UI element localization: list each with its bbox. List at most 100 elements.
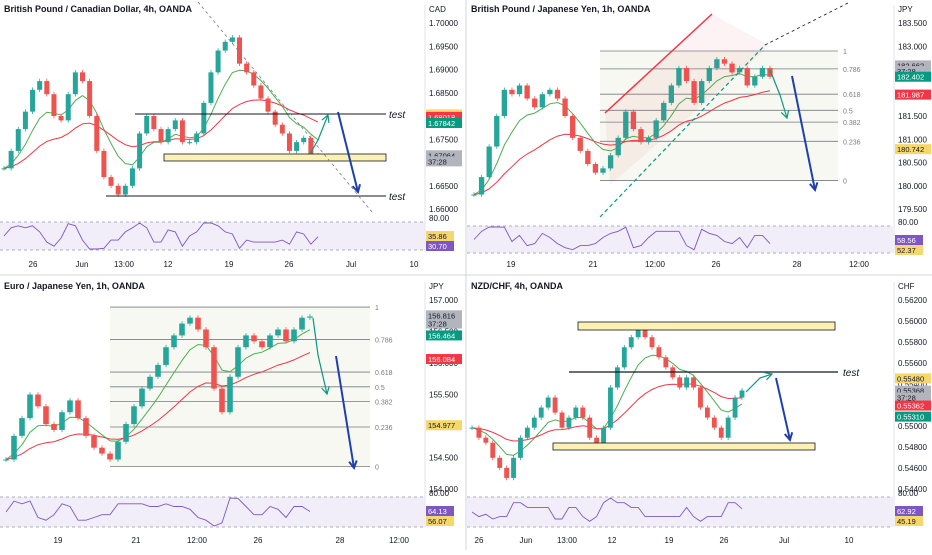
candle — [219, 386, 225, 415]
candle — [504, 465, 510, 481]
candle — [676, 65, 682, 88]
ema-fast-line — [471, 354, 743, 456]
fib-level-label: 0.618 — [375, 370, 393, 377]
candle — [580, 405, 586, 420]
candle — [208, 70, 214, 106]
price-tag-bg — [426, 111, 462, 122]
price-tag-label: 181.987 — [897, 91, 924, 100]
candle — [179, 118, 185, 145]
candle — [19, 415, 25, 439]
candle-body — [155, 364, 161, 377]
candle-body — [35, 394, 41, 407]
candle-body — [51, 94, 57, 116]
y-tick-label: 180.500 — [898, 159, 927, 168]
rsi-line — [471, 497, 743, 522]
candle — [91, 433, 97, 451]
candle — [552, 395, 558, 415]
price-tag-bg — [895, 144, 931, 155]
y-tick-label: 1.69500 — [429, 42, 458, 51]
price-tag-bg — [426, 420, 462, 431]
candle-body — [15, 129, 21, 151]
candle — [58, 113, 64, 123]
candle — [471, 192, 477, 197]
candle — [714, 56, 720, 71]
price-tag-label: 0.55480 — [897, 374, 924, 383]
candle — [251, 333, 257, 344]
candle-body — [714, 59, 720, 68]
candle-body — [509, 89, 515, 95]
candle — [163, 344, 169, 368]
candle-body — [552, 397, 558, 413]
candle-body — [600, 168, 606, 173]
rsi-tag-label: 64.13 — [428, 507, 447, 516]
candle-body — [219, 388, 225, 413]
candle — [15, 126, 21, 154]
candle — [721, 56, 728, 66]
candle-body — [767, 68, 773, 77]
y-tick-label: 154.000 — [429, 485, 458, 494]
candle-body — [131, 406, 137, 425]
candle-body — [122, 185, 128, 195]
candle — [661, 100, 667, 123]
price-unit-label: CHF — [898, 282, 915, 291]
candle-body — [494, 116, 500, 147]
candle-body — [65, 94, 71, 121]
fib-level-label: 1 — [375, 305, 379, 312]
y-tick-label: 154.500 — [429, 454, 458, 463]
y-tick-label: 0.54600 — [898, 464, 927, 473]
candle-body — [668, 85, 674, 103]
price-tag-label: 1.68018 — [428, 113, 455, 122]
candle-body — [37, 81, 43, 90]
panel-1: CAD1.700001.695001.690001.685001.680001.… — [0, 5, 462, 269]
candle-body — [615, 137, 621, 156]
candle-body — [601, 427, 606, 448]
green-path-arrow-head — [780, 110, 790, 120]
candle — [615, 135, 621, 158]
candle — [1, 166, 7, 171]
test-label: test — [843, 368, 860, 379]
rsi-tag-bg — [426, 516, 454, 526]
candle-body — [187, 142, 193, 144]
price-tag-label: 180.742 — [897, 145, 924, 154]
candle-body — [307, 316, 313, 318]
price-tag-label: 182.662 — [897, 61, 924, 70]
candle-body — [621, 347, 627, 368]
x-tick-label: 12:00 — [849, 260, 870, 269]
candle — [483, 435, 489, 446]
channel-extension — [764, 1, 851, 46]
fib-level-label: 0.618 — [843, 92, 861, 99]
blue-target-arrow — [335, 355, 355, 469]
price-tag-bg — [895, 71, 931, 82]
candle — [187, 139, 193, 145]
candle-body — [476, 427, 482, 438]
candle-body — [59, 412, 65, 430]
candle — [99, 445, 105, 456]
candle — [131, 403, 137, 427]
candle — [201, 100, 207, 136]
candle — [211, 344, 217, 391]
y-tick-label: 157.000 — [429, 296, 458, 305]
candle — [195, 315, 201, 332]
rsi-tick-label: 80.00 — [429, 214, 450, 223]
candle-body — [139, 388, 145, 407]
candle-body — [179, 120, 185, 143]
candle-body — [645, 137, 652, 143]
candle-body — [158, 129, 164, 143]
candle-body — [27, 394, 33, 419]
candle-body — [291, 329, 297, 342]
candle-body — [511, 457, 516, 478]
x-tick-label: 26 — [712, 260, 721, 269]
candle — [87, 78, 93, 119]
candle-body — [562, 98, 568, 116]
candle — [115, 439, 121, 462]
candle-body — [501, 89, 508, 116]
candle-body — [628, 337, 634, 348]
price-tag-label: 0.55362 — [897, 402, 924, 411]
candle — [608, 385, 613, 431]
candle — [307, 314, 313, 321]
fib-level-label: 0.382 — [843, 120, 861, 127]
candle — [115, 183, 121, 197]
candle — [35, 392, 41, 409]
panel-3: JPY157.000156.500156.000155.500155.00015… — [0, 282, 462, 545]
candle — [677, 375, 683, 390]
